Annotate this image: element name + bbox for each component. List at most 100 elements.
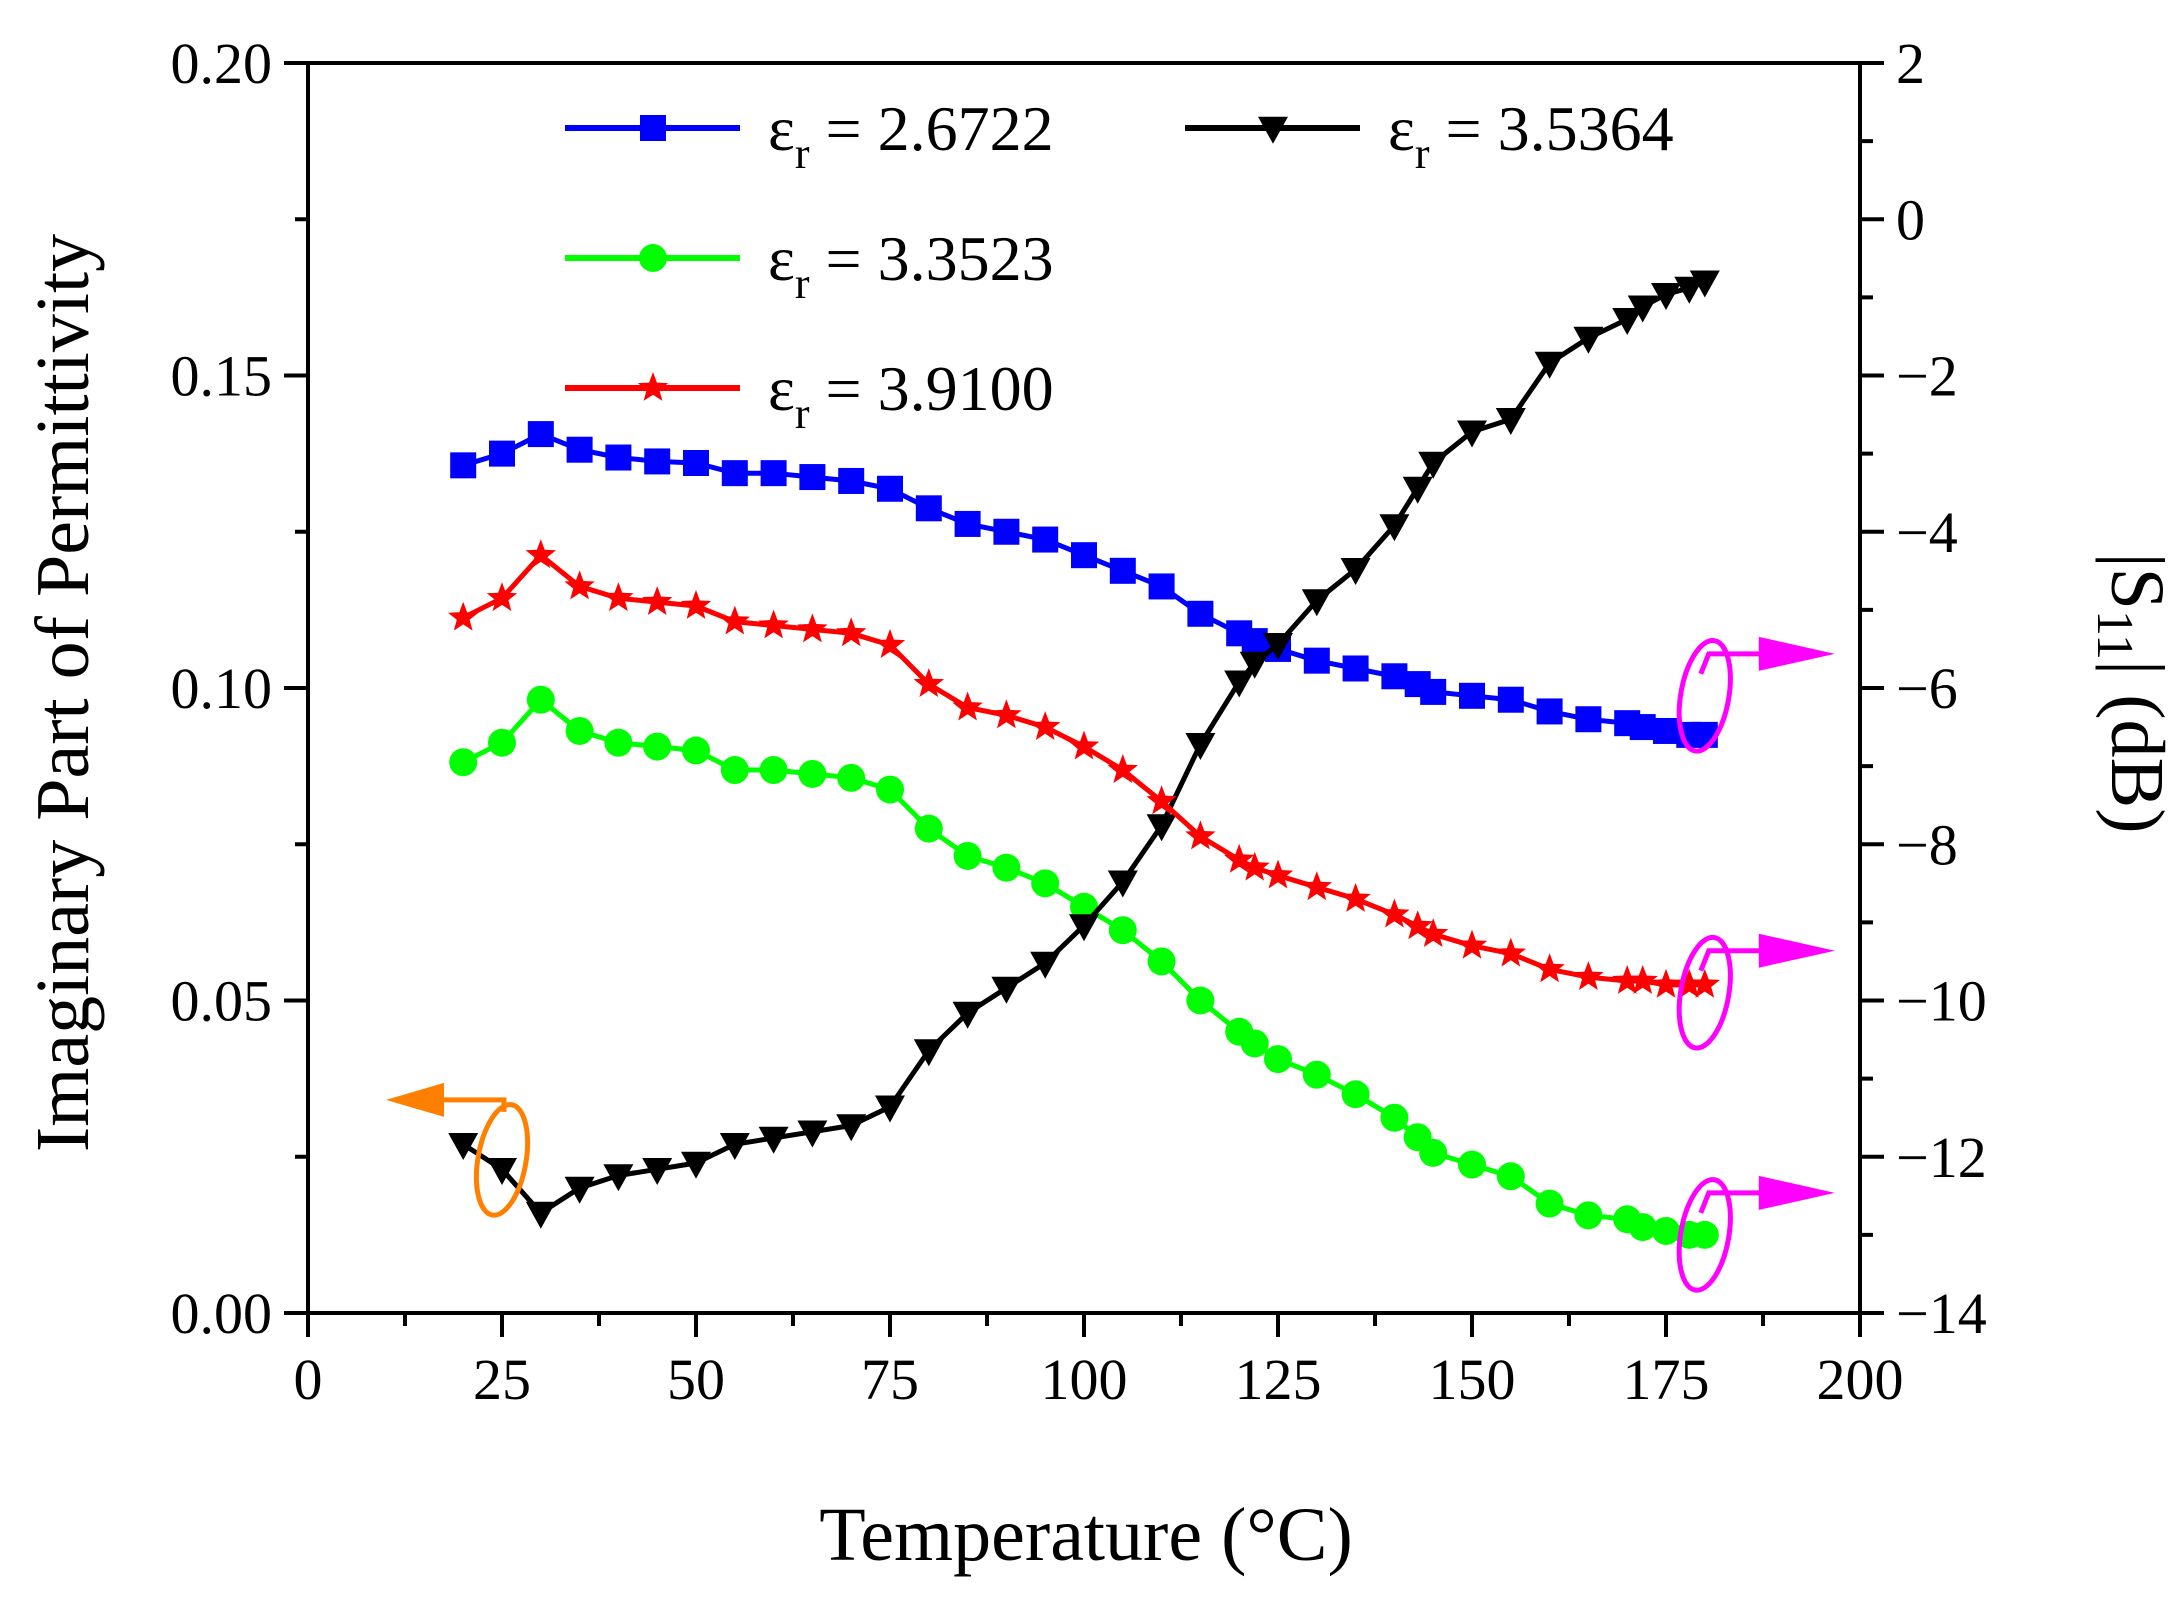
data-point: [1458, 1150, 1486, 1179]
data-point: [1534, 351, 1565, 379]
data-point: [1146, 814, 1177, 842]
y-right-axis-title: |S11| (dB): [2086, 552, 2173, 833]
data-point: [448, 601, 479, 631]
data-point: [1574, 1201, 1603, 1230]
data-point: [838, 467, 865, 494]
indicator-arrow-shaft: [1698, 651, 1764, 675]
legend-value: = 2.6722: [810, 93, 1054, 164]
data-point: [1301, 871, 1332, 901]
legend-marker: [1258, 116, 1288, 144]
legend-subscript: r: [795, 389, 810, 438]
data-point: [993, 518, 1020, 545]
data-point: [799, 464, 826, 491]
indicator-arrow-shaft: [1698, 1190, 1764, 1214]
axes-layer: 0 25 50 75 100 125 150 175 200 0.00 0.05 0.10 0.15 0.…: [171, 31, 1987, 1412]
axis-indicator-3: [1676, 1175, 1835, 1293]
annotation-layer: [386, 636, 1835, 1293]
data-point: [1627, 295, 1658, 323]
indicator-arrow-head: [1758, 933, 1835, 968]
data-point: [1340, 558, 1371, 585]
y-right-title-subscript: 11: [2086, 610, 2143, 660]
data-point: [760, 460, 787, 487]
y-right-tick-label: −2: [1896, 344, 1958, 409]
indicator-ellipse: [1676, 934, 1733, 1051]
data-point: [1575, 706, 1602, 733]
data-point: [1071, 542, 1097, 569]
indicator-arrow-shaft: [434, 1097, 507, 1112]
data-point: [797, 613, 828, 643]
data-point: [837, 763, 866, 792]
legend-subscript: r: [795, 259, 810, 308]
data-point: [913, 1039, 944, 1067]
indicator-arrow-head: [1758, 1175, 1835, 1210]
y-right-tick-label: −8: [1896, 812, 1958, 877]
data-point: [1109, 557, 1136, 584]
legend-value: = 3.3523: [810, 223, 1054, 294]
data-point: [1457, 420, 1487, 448]
legend-symbol: ε: [768, 93, 795, 164]
y-right-tick-label: −6: [1896, 656, 1958, 721]
data-point: [1402, 476, 1433, 504]
indicator-ellipse: [1676, 638, 1733, 754]
data-point: [1402, 910, 1433, 940]
data-point: [876, 775, 904, 804]
data-point: [1419, 1138, 1448, 1167]
data-point: [797, 1120, 828, 1148]
data-point: [1573, 961, 1604, 990]
axis-indicator-2: [1676, 933, 1835, 1051]
legend-value: = 3.9100: [810, 353, 1054, 424]
data-point: [448, 1133, 479, 1160]
legend-symbol: ε: [768, 353, 795, 424]
data-point: [1240, 1029, 1269, 1058]
y-left-tick-label: 0.20: [171, 31, 273, 96]
data-point: [566, 436, 593, 463]
data-point: [486, 582, 518, 612]
data-point: [1107, 754, 1138, 783]
data-point: [1239, 651, 1270, 679]
y-left-tick-label: 0.00: [171, 1281, 273, 1346]
legend-marker: [640, 115, 666, 141]
data-point: [836, 617, 867, 647]
data-point: [1689, 968, 1720, 998]
y-left-axis-title: Imaginary Part of Permittivity: [21, 234, 105, 1152]
legend-item-2: εr = 3.5364: [1185, 93, 1674, 178]
data-point: [952, 1001, 983, 1029]
data-point: [1069, 914, 1099, 942]
x-tick-label: 175: [1623, 1347, 1710, 1412]
data-point: [1495, 937, 1526, 967]
data-point: [1612, 308, 1643, 335]
data-point: [914, 814, 943, 843]
data-point: [1030, 951, 1061, 979]
data-point: [565, 716, 594, 745]
data-point: [759, 756, 788, 785]
data-point: [1689, 270, 1720, 298]
indicator-arrow-head: [386, 1082, 444, 1117]
y-right-title-prefix: |S: [2095, 552, 2173, 609]
x-tick-label: 125: [1235, 1347, 1322, 1412]
data-point: [720, 756, 749, 785]
data-point: [1342, 655, 1369, 682]
y-left-tick-label: 0.10: [171, 656, 273, 721]
data-point: [644, 448, 671, 475]
data-point: [1241, 628, 1268, 655]
series-3: [448, 539, 1720, 998]
data-point: [1495, 408, 1526, 435]
x-tick-label: 150: [1429, 1347, 1516, 1412]
data-point: [1030, 711, 1061, 740]
y-right-tick-label: −12: [1896, 1125, 1987, 1190]
x-axis-title: Temperature (°C): [819, 1493, 1353, 1577]
data-point: [526, 685, 555, 714]
data-point: [1185, 733, 1216, 760]
data-point: [525, 539, 556, 569]
x-tick-label: 75: [861, 1347, 919, 1412]
axis-indicator-1: [1676, 636, 1835, 754]
y-left-tick-label: 0.15: [171, 344, 273, 409]
data-point: [1534, 953, 1565, 983]
legend-item-3: εr = 3.9100: [565, 353, 1054, 438]
data-point: [1380, 1103, 1409, 1132]
legend-label: εr = 3.5364: [1388, 93, 1674, 178]
legend-symbol: ε: [768, 223, 795, 294]
data-point: [1650, 968, 1682, 998]
x-tick-label: 25: [473, 1347, 531, 1412]
data-point: [603, 582, 634, 612]
